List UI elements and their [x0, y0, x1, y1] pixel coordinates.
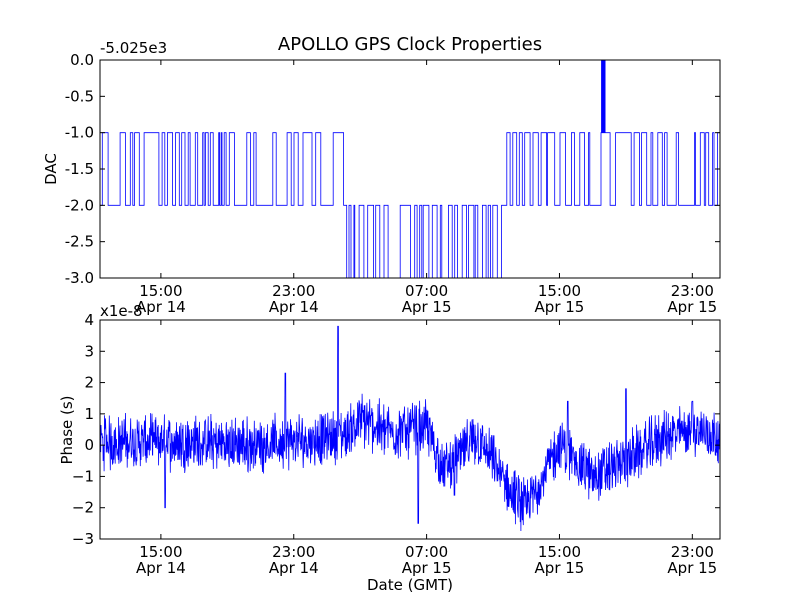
phase-series — [100, 325, 720, 532]
dac-y-axis: 0.0 -0.5 -1.0 -1.5 -2.0 -2.5 -3.0 — [65, 51, 720, 287]
phase-x-tick-date-label: Apr 14 — [269, 559, 319, 577]
dac-y-tick-label: -1.0 — [65, 124, 94, 142]
dac-x-tick-time-label: 15:00 — [538, 282, 581, 300]
phase-offset-text: x1e-8 — [100, 302, 143, 320]
phase-series-line — [100, 325, 720, 532]
phase-x-tick-date-label: Apr 15 — [667, 559, 717, 577]
dac-y-label: DAC — [42, 153, 60, 185]
dac-x-tick-time-label: 23:00 — [272, 282, 315, 300]
dac-y-tick-label: -0.5 — [65, 87, 94, 105]
dac-x-tick-date-label: Apr 15 — [402, 298, 452, 316]
chart-title: APOLLO GPS Clock Properties — [278, 34, 542, 55]
dac-x-tick-time-label: 07:00 — [405, 282, 448, 300]
dac-offset-text: -5.025e3 — [100, 39, 167, 57]
phase-x-tick-time-label: 23:00 — [671, 543, 714, 561]
dac-x-tick-date-label: Apr 14 — [269, 298, 319, 316]
phase-x-tick-date-label: Apr 15 — [402, 559, 452, 577]
phase-x-tick-time-label: 07:00 — [405, 543, 448, 561]
phase-y-tick-label: −1 — [72, 467, 94, 485]
dac-y-tick-label: -3.0 — [65, 269, 94, 287]
phase-y-tick-label: 1 — [84, 405, 94, 423]
phase-plot-frame — [99, 319, 721, 540]
phase-x-label: Date (GMT) — [367, 576, 453, 594]
phase-y-tick-label: −3 — [72, 530, 94, 548]
dac-x-tick-date-label: Apr 15 — [535, 298, 585, 316]
phase-y-tick-label: 0 — [84, 436, 94, 454]
phase-y-tick-label: 4 — [84, 311, 94, 329]
dac-x-tick-time-label: 15:00 — [139, 282, 182, 300]
phase-x-tick-date-label: Apr 15 — [535, 559, 585, 577]
dac-x-tick-time-label: 23:00 — [671, 282, 714, 300]
phase-x-tick-date-label: Apr 14 — [136, 559, 186, 577]
phase-x-tick-time-label: 15:00 — [538, 543, 581, 561]
phase-x-tick-time-label: 15:00 — [139, 543, 182, 561]
phase-y-tick-label: 2 — [84, 374, 94, 392]
phase-x-tick-time-label: 23:00 — [272, 543, 315, 561]
dac-x-tick-date-label: Apr 15 — [667, 298, 717, 316]
dac-x-tick-date-label: Apr 14 — [136, 298, 186, 316]
phase-y-tick-label: −2 — [72, 499, 94, 517]
phase-y-tick-label: 3 — [84, 342, 94, 360]
dac-y-tick-label: -1.5 — [65, 160, 94, 178]
dac-y-tick-label: 0.0 — [70, 51, 94, 69]
dac-y-tick-label: -2.0 — [65, 196, 94, 214]
phase-y-axis: 4 3 2 1 0 −1 −2 −3 — [72, 311, 720, 548]
dac-y-tick-label: -2.5 — [65, 233, 94, 251]
phase-y-label: Phase (s) — [58, 395, 76, 464]
